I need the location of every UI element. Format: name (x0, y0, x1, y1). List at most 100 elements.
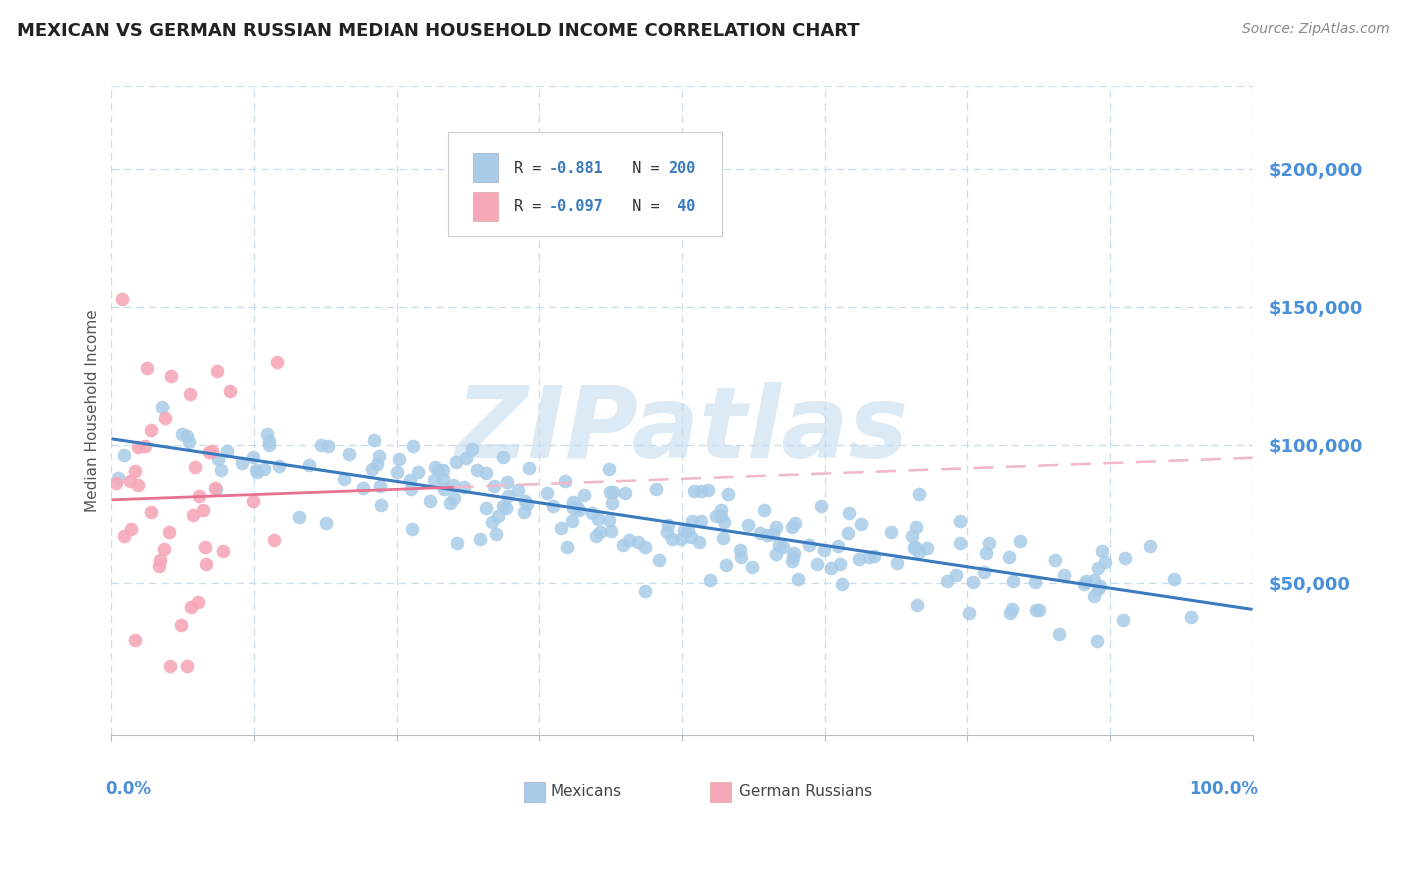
Point (728, 543, 751, 558)
Point (517, 461, 540, 475)
Point (111, 292, 134, 306)
Point (1087, 561, 1109, 575)
Point (998, 607, 1021, 621)
Point (562, 495, 585, 509)
Point (661, 532, 683, 546)
Point (134, 439, 156, 453)
Point (783, 516, 806, 531)
Point (696, 483, 718, 497)
Point (267, 458, 290, 473)
Point (572, 488, 595, 502)
Point (838, 506, 860, 520)
Bar (524, 782, 546, 802)
Point (492, 499, 515, 513)
Point (363, 433, 385, 447)
Point (979, 535, 1001, 549)
Point (562, 501, 585, 516)
Point (439, 495, 461, 509)
Point (433, 482, 456, 496)
Point (905, 599, 928, 613)
Point (602, 484, 624, 499)
Point (690, 514, 713, 528)
FancyBboxPatch shape (449, 132, 721, 235)
Point (699, 573, 721, 587)
Point (617, 533, 640, 547)
Point (513, 493, 536, 508)
Point (768, 538, 790, 552)
Point (782, 550, 804, 565)
Point (184, 459, 207, 474)
Point (626, 534, 648, 549)
Point (432, 472, 454, 486)
Point (177, 435, 200, 450)
Point (485, 527, 508, 541)
Point (207, 451, 229, 466)
Point (1024, 575, 1046, 590)
Point (567, 500, 589, 514)
Point (368, 478, 391, 492)
Point (150, 400, 173, 414)
Point (194, 540, 217, 554)
Point (1053, 568, 1076, 582)
Point (904, 540, 927, 554)
Point (555, 540, 578, 554)
Point (124, 464, 146, 478)
Point (901, 529, 924, 543)
Point (765, 520, 787, 534)
Point (127, 478, 149, 492)
Point (508, 483, 530, 498)
Point (112, 529, 135, 543)
Point (401, 522, 423, 536)
Point (688, 535, 710, 549)
Point (470, 532, 492, 546)
Point (105, 476, 128, 491)
Point (107, 470, 129, 484)
Point (432, 463, 454, 477)
Point (139, 423, 162, 437)
Point (837, 526, 859, 541)
Point (780, 554, 803, 568)
Point (957, 607, 980, 621)
Point (949, 514, 972, 528)
Text: 200: 200 (668, 161, 696, 176)
Point (427, 463, 450, 477)
Point (541, 499, 564, 513)
Point (516, 496, 538, 510)
Point (762, 527, 785, 541)
Point (453, 480, 475, 494)
Point (669, 533, 692, 547)
Point (1045, 553, 1067, 567)
Point (755, 528, 778, 542)
Point (253, 461, 276, 475)
Point (648, 553, 671, 567)
Point (806, 557, 828, 571)
Point (1085, 634, 1108, 648)
Point (689, 484, 711, 499)
Point (153, 411, 176, 425)
Point (810, 500, 832, 514)
Point (730, 549, 752, 564)
Point (645, 482, 668, 496)
Point (1010, 533, 1032, 548)
Point (1163, 572, 1185, 586)
Point (820, 561, 842, 575)
Point (908, 486, 931, 500)
Point (581, 506, 603, 520)
Point (612, 538, 634, 552)
Point (176, 429, 198, 443)
Point (949, 536, 972, 550)
Text: -0.097: -0.097 (548, 200, 603, 214)
Point (716, 558, 738, 573)
Point (187, 595, 209, 609)
Text: MEXICAN VS GERMAN RUSSIAN MEDIAN HOUSEHOLD INCOME CORRELATION CHART: MEXICAN VS GERMAN RUSSIAN MEDIAN HOUSEHO… (17, 22, 859, 40)
Point (863, 549, 886, 564)
Point (830, 558, 852, 572)
Point (1025, 603, 1047, 617)
Point (423, 459, 446, 474)
Point (446, 536, 468, 550)
Point (1083, 589, 1105, 603)
Point (256, 427, 278, 442)
Point (962, 574, 984, 589)
Text: -0.881: -0.881 (548, 161, 603, 176)
Point (242, 450, 264, 464)
